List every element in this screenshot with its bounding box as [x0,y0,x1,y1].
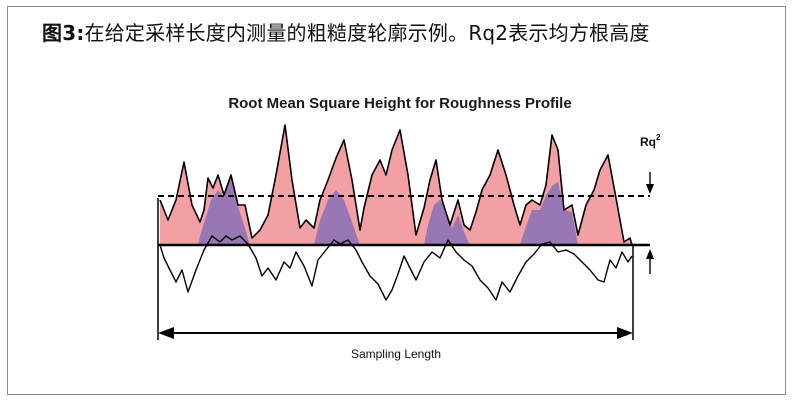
above-mean-fill [160,125,632,245]
sampling-length-arrowhead-left [158,327,174,339]
roughness-profile-line [159,124,633,246]
squared-profile-line [159,235,633,301]
rq-label-base: Rq [640,135,656,149]
figure-caption: 图3:在给定采样长度内测量的粗糙度轮廓示例。Rq2表示均方根高度 [42,17,650,46]
squared-region-fill-1 [198,176,250,245]
figure-caption-text: 在给定采样长度内测量的粗糙度轮廓示例。Rq2表示均方根高度 [84,21,650,45]
rq-label-superscript: 2 [656,133,661,142]
squared-region-fill-2 [314,190,360,245]
figure-caption-label: 图3: [42,21,85,45]
rq-arrow-top-head [646,184,654,194]
rq-arrow-bottom-head [646,249,654,259]
squared-region-fill-4 [520,182,578,245]
squared-region-fill-3 [424,200,470,245]
sampling-length-label: Sampling Length [351,347,441,361]
diagram-title: Root Mean Square Height for Roughness Pr… [228,95,571,112]
rq-label: Rq2 [640,133,661,149]
sampling-length-arrowhead-right [617,327,633,339]
